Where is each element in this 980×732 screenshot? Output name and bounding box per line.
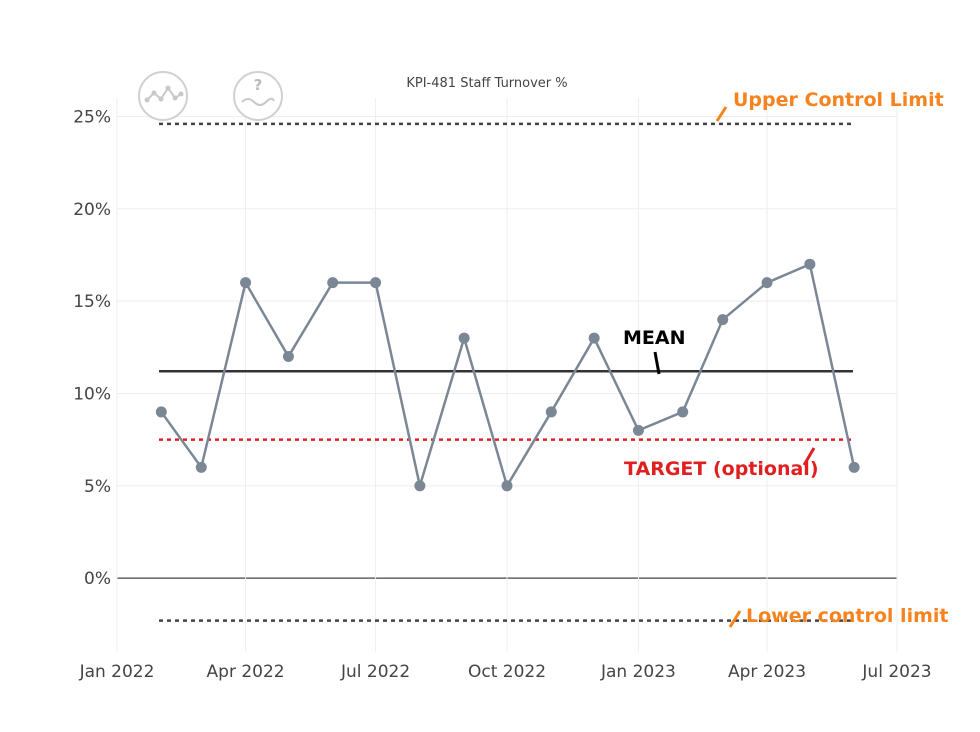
x-tick-label: Jul 2023 <box>861 662 931 682</box>
data-point[interactable] <box>848 461 860 473</box>
data-point[interactable] <box>240 277 252 289</box>
data-point[interactable] <box>677 406 689 418</box>
x-tick-label: Jul 2022 <box>340 662 410 682</box>
data-point[interactable] <box>588 332 600 344</box>
y-tick-label: 5% <box>84 477 111 497</box>
data-point[interactable] <box>414 480 426 492</box>
y-tick-label: 25% <box>73 107 111 127</box>
data-point[interactable] <box>761 277 773 289</box>
data-point[interactable] <box>195 461 207 473</box>
ucl-annotation: Upper Control Limit <box>715 89 944 122</box>
data-point[interactable] <box>501 480 513 492</box>
x-tick-label: Oct 2022 <box>468 662 546 682</box>
data-point[interactable] <box>155 406 167 418</box>
x-tick-label: Apr 2023 <box>728 662 806 682</box>
lcl-annotation: Lower control limit <box>728 605 948 628</box>
data-point[interactable] <box>327 277 339 289</box>
grid-layer <box>116 98 898 652</box>
lcl-annotation-text: Lower control limit <box>746 605 948 627</box>
help-button[interactable]: ? <box>233 71 283 121</box>
y-tick-label: 15% <box>73 292 111 312</box>
data-point[interactable] <box>717 314 729 326</box>
target-annotation: TARGET (optional) <box>624 447 819 480</box>
help-glyph: ? <box>254 76 263 94</box>
data-point[interactable] <box>458 332 470 344</box>
y-tick-label: 10% <box>73 384 111 404</box>
series-layer <box>155 258 860 492</box>
data-point[interactable] <box>804 258 816 270</box>
target-annotation-arrow <box>802 447 816 466</box>
y-tick-label: 0% <box>84 569 111 589</box>
mean-annotation: MEAN <box>623 327 686 375</box>
data-point[interactable] <box>370 277 382 289</box>
y-tick-label: 20% <box>73 200 111 220</box>
axis-labels: 0% 5% 10% 15% 20% 25% Jan 2022 Apr 2022 Jul 2022… <box>73 107 931 682</box>
data-point[interactable] <box>545 406 557 418</box>
reference-lines <box>159 122 853 622</box>
help-icon: ? <box>241 76 275 106</box>
data-point[interactable] <box>282 351 294 363</box>
series-line <box>160 262 856 491</box>
ucl-annotation-text: Upper Control Limit <box>733 89 944 111</box>
line-chart-icon <box>144 85 184 103</box>
x-tick-label: Apr 2022 <box>207 662 285 682</box>
x-tick-label: Jan 2022 <box>79 662 155 682</box>
x-tick-label: Jan 2023 <box>600 662 676 682</box>
data-point[interactable] <box>632 424 644 436</box>
trendline-button[interactable] <box>138 71 188 121</box>
target-annotation-text: TARGET (optional) <box>624 458 819 480</box>
lcl-annotation-arrow <box>728 610 742 628</box>
ucl-annotation-arrow <box>715 106 728 122</box>
mean-annotation-arrow <box>653 351 661 375</box>
mean-annotation-text: MEAN <box>623 327 686 349</box>
chart-title: KPI-481 Staff Turnover % <box>406 76 567 91</box>
